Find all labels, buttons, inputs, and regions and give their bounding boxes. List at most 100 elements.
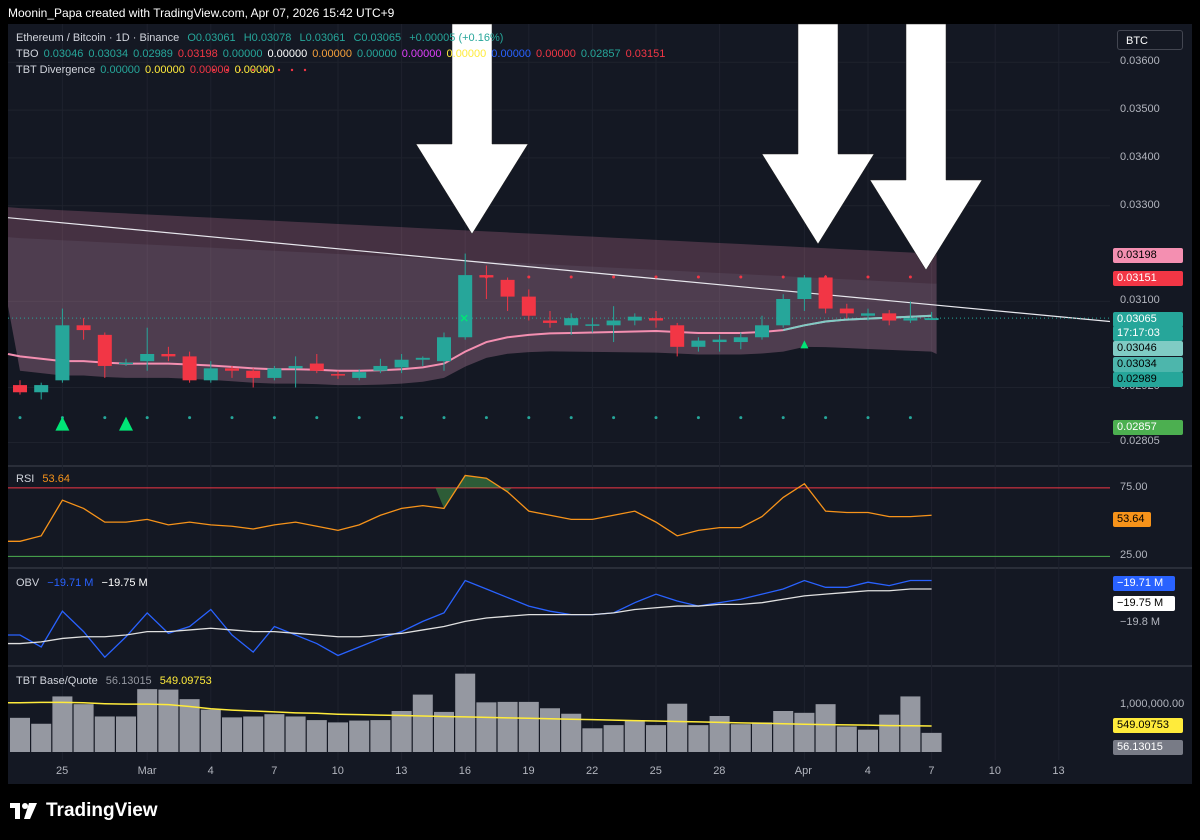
volume-bar [116,716,136,752]
legend-rsi: RSI 53.64 [16,473,75,485]
volume-bar [349,720,370,752]
candle-body [861,313,875,316]
candle-body [97,334,112,366]
volume-bar [730,724,751,752]
rsi-value-tag: 53.64 [1113,512,1151,527]
candle-body [76,325,91,331]
volume-bar [561,713,582,752]
divergence-x-icon [460,314,468,322]
chart-container[interactable] [8,24,1192,784]
rsi-value: 53.64 [42,473,70,485]
volume-bar [52,696,73,752]
price-tick-label: 0.02805 [1120,435,1160,448]
support-dot [315,416,319,420]
support-dot [145,416,149,420]
down-arrow-annotation-1 [415,23,529,235]
obv-signal-line [8,588,932,645]
volume-bar [836,726,857,752]
support-dot [400,416,404,420]
x-tick-label: 25 [56,765,69,777]
down-arrow-annotation-2 [761,23,875,245]
volume-bar [306,720,327,752]
x-tick-label: 7 [928,765,935,777]
buy-signal-icon [800,340,809,349]
obv-signal-value: −19.75 M [101,577,148,589]
volume-bar [667,703,688,752]
price-tick-label: 0.03500 [1120,103,1160,116]
volume-bar [370,720,391,752]
buy-signal-icon [119,416,133,431]
volume-bar [73,704,94,752]
symbol-badge[interactable]: BTC [1117,30,1183,50]
legend-divergence: TBT Divergence 0.00000 0.00000 0.00000 0.000… [16,64,279,76]
candle-body [839,308,854,314]
volume-bar [455,673,476,752]
divergence-legend-dot [277,68,281,72]
candle-body [13,385,27,393]
down-arrow-annotation-3 [869,23,983,271]
candle-body [309,363,324,371]
volume-bar [243,716,264,752]
volume-bar [900,696,921,752]
support-dot [866,416,870,420]
candle-body [797,277,812,299]
tbo-legend-item-8: 0.00000 [356,48,397,60]
support-dot [739,416,743,420]
x-tick-label: 22 [586,765,599,777]
x-tick-label: 13 [395,765,408,777]
rsi-name: RSI [16,473,35,485]
volume-tick-label: 1,000,000.00 [1120,698,1185,710]
candle-body [521,296,536,316]
tbo-mid-line-teal [782,314,932,332]
x-tick-label: Mar [137,765,157,777]
tbo-legend-item-7: 0.00000 [312,48,352,60]
resistance-dot [612,275,616,279]
resistance-dot [739,275,743,279]
volume-bar [285,716,306,752]
tbo-legend-item-14: 0.03151 [625,48,666,60]
candle-body [203,368,218,381]
candle-body [331,374,345,376]
divergence-legend-dot [303,68,307,72]
volume-bar [688,725,709,752]
obv-value-tag: −19.71 M [1113,576,1175,591]
resistance-dot [866,275,870,279]
div-legend-item-2: 0.00000 [145,64,185,76]
tbo-legend-item-1: 0.03046 [43,48,84,60]
volume-bar [709,716,730,752]
price-tag: 17:17:03 [1113,326,1183,341]
price-tick-label: 0.03100 [1120,294,1160,307]
volume-bar [94,716,115,752]
candle-body [479,275,494,278]
obv-line [8,579,932,659]
tbt-base-value: 56.13015 [105,675,152,687]
candle-body [670,325,685,347]
volume-bar [434,711,454,752]
divergence-legend-dot [251,68,255,72]
legend-change: +0.00005 (+0.16%) [409,32,504,44]
candle-body [564,318,579,326]
support-dot [442,416,446,420]
candle-body [755,325,769,338]
support-dot [103,416,107,420]
support-dot [569,416,573,420]
volume-bar [624,720,645,752]
legend-obv: OBV −19.71 M −19.75 M [16,577,153,589]
tbo-legend-item-5: 0.00000 [222,48,263,60]
div-legend-item-4: 0.00000 [234,64,275,76]
support-dot [18,416,22,420]
volume-ma-line [8,701,932,727]
tbt-name: TBT Base/Quote [16,675,98,687]
volume-bar [518,701,539,752]
candle-body [437,337,451,362]
legend-close: C0.03065 [353,32,402,44]
x-tick-label: 10 [331,765,344,777]
volume-bar [328,722,348,752]
candle-body [691,340,706,347]
candle-body [55,325,70,381]
rsi-line [8,474,932,542]
obv-signal-tag: −19.75 M [1113,596,1175,611]
volume-bar [31,723,52,752]
candle-body [288,365,303,369]
